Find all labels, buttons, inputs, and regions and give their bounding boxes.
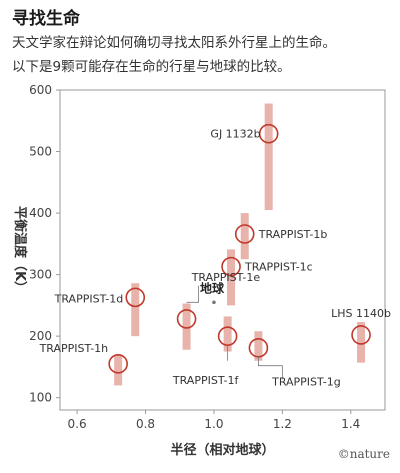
- y-tick-label: 500: [29, 145, 52, 159]
- x-tick-label: 1.2: [273, 417, 292, 431]
- label-leader-line: [258, 355, 283, 380]
- point-label: LHS 1140b: [331, 307, 391, 320]
- chart-title: 寻找生命: [12, 9, 80, 29]
- plot-frame: [59, 89, 386, 411]
- x-axis-label: 半径（相对地球）: [170, 442, 274, 458]
- x-tick-label: 0.6: [68, 417, 87, 431]
- x-tick-label: 0.8: [136, 417, 155, 431]
- error-bar: [264, 103, 273, 210]
- earth-point: [212, 300, 216, 305]
- chart-area: 100 200 300 400 500 600 0.6 0.8 1.0 1.2 1.4 半径（相对地球…: [0, 76, 400, 469]
- x-tick-label: 1.4: [341, 417, 360, 431]
- planet-marker: [351, 325, 371, 345]
- point-label: TRAPPIST-1b: [258, 228, 328, 241]
- y-tick-label: 300: [29, 268, 52, 282]
- point-label: TRAPPIST-1h: [39, 342, 109, 355]
- point-label: TRAPPIST-1g: [271, 375, 341, 388]
- point-label: TRAPPIST-1d: [54, 292, 124, 305]
- point-label: TRAPPIST-1f: [172, 374, 240, 387]
- y-tick-label: 600: [29, 83, 52, 97]
- error-bar: [182, 303, 191, 350]
- error-bar: [223, 316, 232, 352]
- y-tick-label: 100: [29, 391, 52, 405]
- planet-marker: [258, 123, 279, 144]
- planet-marker: [221, 256, 241, 277]
- y-axis-label: 平衡温度（K）: [12, 206, 28, 294]
- label-leader-line: [186, 285, 199, 303]
- error-bar: [240, 213, 249, 260]
- error-bar: [357, 322, 366, 363]
- x-tick-label: 1.0: [204, 417, 223, 431]
- subtitle-line-1: 天文学家在辩论如何确切寻找太阳系外行星上的生命。: [12, 35, 336, 51]
- y-tick-label: 400: [29, 206, 52, 220]
- planet-marker: [176, 309, 197, 329]
- error-bar: [227, 249, 236, 306]
- point-label: GJ 1132b: [210, 128, 260, 141]
- planet-marker: [125, 287, 146, 308]
- header: 寻找生命 天文学家在辩论如何确切寻找太阳系外行星上的生命。 以下是9颗可能存在生…: [12, 8, 392, 78]
- subtitle-line-2: 以下是9颗可能存在生命的行星与地球的比较。: [12, 59, 291, 75]
- y-tick-label: 200: [29, 329, 52, 343]
- planet-marker: [108, 354, 128, 374]
- earth-label: 地球: [200, 280, 225, 295]
- scatter-chart: 100 200 300 400 500 600 0.6 0.8 1.0 1.2 1.4 半径（相对地球…: [12, 83, 391, 458]
- planet-marker: [234, 224, 255, 244]
- nature-credit: ©nature: [337, 447, 390, 461]
- error-bar: [114, 354, 123, 386]
- error-bar: [131, 283, 140, 337]
- error-bar: [254, 331, 263, 361]
- point-label: TRAPPIST-1e: [191, 271, 261, 284]
- point-label: TRAPPIST-1c: [244, 261, 313, 274]
